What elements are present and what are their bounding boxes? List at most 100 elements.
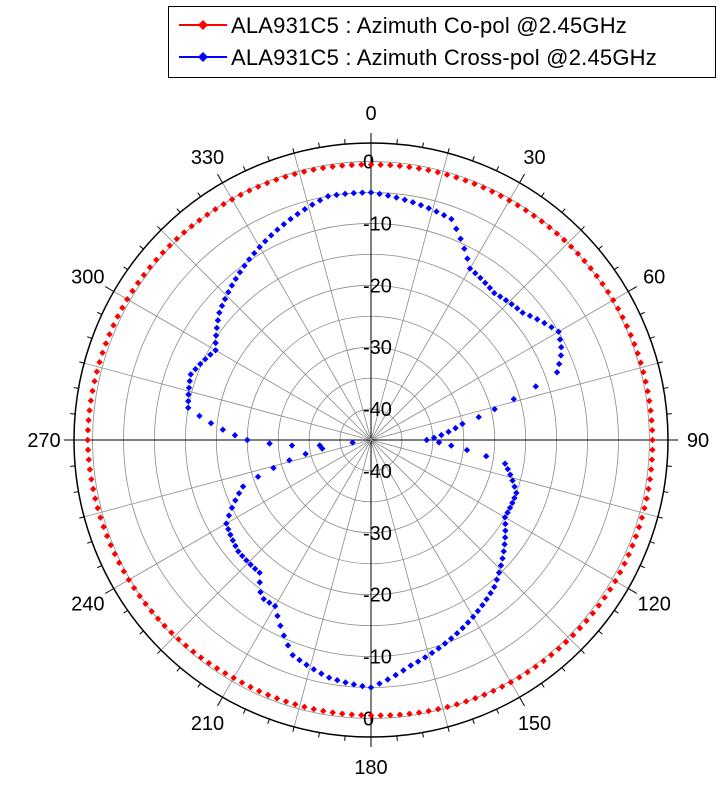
data-point-cross-pol	[491, 583, 498, 591]
data-point-cross-pol	[296, 656, 303, 664]
angle-tick	[157, 649, 162, 654]
data-point-cross-pol	[251, 249, 258, 257]
data-point-co-pol	[103, 532, 111, 540]
data-point-co-pol	[507, 679, 515, 686]
data-point-co-pol	[581, 257, 588, 265]
data-point-co-pol	[560, 236, 568, 244]
data-point-cross-pol	[461, 245, 468, 252]
radial-tick-label: -30	[363, 337, 392, 359]
data-point-cross-pol	[393, 194, 400, 201]
data-point-co-pol	[522, 207, 530, 214]
angle-tick-label: 0	[365, 103, 376, 125]
data-point-cross-pol	[453, 630, 461, 637]
data-point-co-pol	[197, 654, 205, 661]
data-point-co-pol	[415, 165, 423, 172]
data-point-cross-pol	[310, 666, 318, 673]
data-point-co-pol	[153, 256, 160, 264]
data-point-cross-pol	[212, 332, 220, 339]
legend-symbol-co-pol	[179, 20, 227, 30]
data-point-cross-pol	[477, 274, 484, 282]
data-point-cross-pol	[384, 676, 391, 683]
data-point-co-pol	[621, 560, 628, 567]
data-point-cross-pol	[324, 193, 332, 200]
data-point-co-pol	[623, 322, 631, 330]
data-point-co-pol	[546, 224, 553, 231]
data-point-cross-pol	[266, 440, 273, 447]
data-point-co-pol	[415, 709, 423, 716]
data-point-co-pol	[100, 523, 107, 531]
data-point-cross-pol	[495, 569, 503, 576]
data-point-co-pol	[638, 514, 646, 521]
data-point-co-pol	[107, 541, 114, 549]
angle-tick	[447, 148, 450, 154]
data-point-co-pol	[377, 712, 384, 719]
data-point-co-pol	[396, 162, 404, 170]
data-point-co-pol	[490, 687, 497, 695]
data-point-cross-pol	[557, 344, 565, 351]
data-point-cross-pol	[440, 212, 448, 219]
angle-tick	[318, 732, 320, 738]
angle-tick	[217, 696, 223, 707]
data-point-co-pol	[358, 711, 365, 719]
angle-tick	[176, 208, 181, 213]
angle-tick	[663, 387, 669, 389]
data-point-co-pol	[154, 615, 162, 622]
angle-tick	[318, 142, 320, 148]
data-point-cross-pol	[510, 395, 517, 403]
data-point-co-pol	[646, 397, 653, 405]
data-point-co-pol	[182, 642, 190, 649]
data-point-co-pol	[367, 712, 375, 719]
grid-spoke	[370, 229, 582, 441]
data-point-cross-pol	[186, 377, 193, 385]
data-point-cross-pol	[318, 670, 325, 677]
data-point-co-pol	[161, 622, 168, 630]
angle-tick-label: 330	[191, 147, 224, 169]
data-point-cross-pol	[407, 662, 414, 669]
data-point-cross-pol	[526, 312, 534, 320]
data-point-co-pol	[310, 705, 318, 713]
grid-spoke	[113, 291, 372, 441]
data-point-cross-pol	[421, 654, 429, 661]
data-point-co-pol	[647, 407, 654, 414]
data-point-cross-pol	[557, 352, 565, 359]
angle-tick	[139, 245, 144, 250]
data-point-co-pol	[263, 179, 271, 187]
data-point-cross-pol	[251, 565, 259, 572]
data-point-co-pol	[264, 691, 272, 699]
data-point-co-pol	[644, 388, 651, 395]
data-point-co-pol	[168, 629, 175, 636]
data-point-cross-pol	[433, 208, 440, 215]
data-point-cross-pol	[457, 235, 464, 242]
data-point-cross-pol	[486, 284, 494, 292]
data-point-co-pol	[106, 331, 113, 338]
data-point-co-pol	[102, 340, 110, 347]
data-point-co-pol	[506, 197, 513, 204]
data-point-cross-pol	[286, 457, 293, 464]
data-point-cross-pol	[225, 289, 232, 296]
angle-tick	[627, 286, 638, 292]
angle-tick	[157, 226, 162, 231]
data-point-cross-pol	[501, 460, 509, 467]
angle-tick	[422, 732, 424, 738]
data-point-co-pol	[85, 456, 92, 463]
data-point-co-pol	[301, 703, 308, 711]
data-point-co-pol	[319, 164, 327, 172]
angle-tick	[561, 208, 566, 213]
data-point-cross-pol	[216, 309, 223, 316]
data-point-cross-pol	[185, 384, 193, 392]
angle-tick	[561, 667, 566, 672]
data-point-cross-pol	[287, 215, 294, 223]
data-point-co-pol	[136, 592, 143, 600]
data-point-cross-pol	[474, 607, 482, 615]
data-point-cross-pol	[441, 640, 449, 647]
angle-tick	[496, 708, 500, 714]
radial-tick-label: -40	[363, 461, 392, 483]
data-point-cross-pol	[302, 450, 309, 458]
data-point-cross-pol	[207, 351, 214, 358]
angle-tick	[519, 173, 525, 184]
data-point-co-pol	[604, 288, 612, 296]
data-point-cross-pol	[466, 265, 474, 272]
data-point-cross-pol	[341, 190, 349, 198]
angle-tick	[242, 708, 246, 714]
data-point-cross-pol	[509, 499, 516, 507]
